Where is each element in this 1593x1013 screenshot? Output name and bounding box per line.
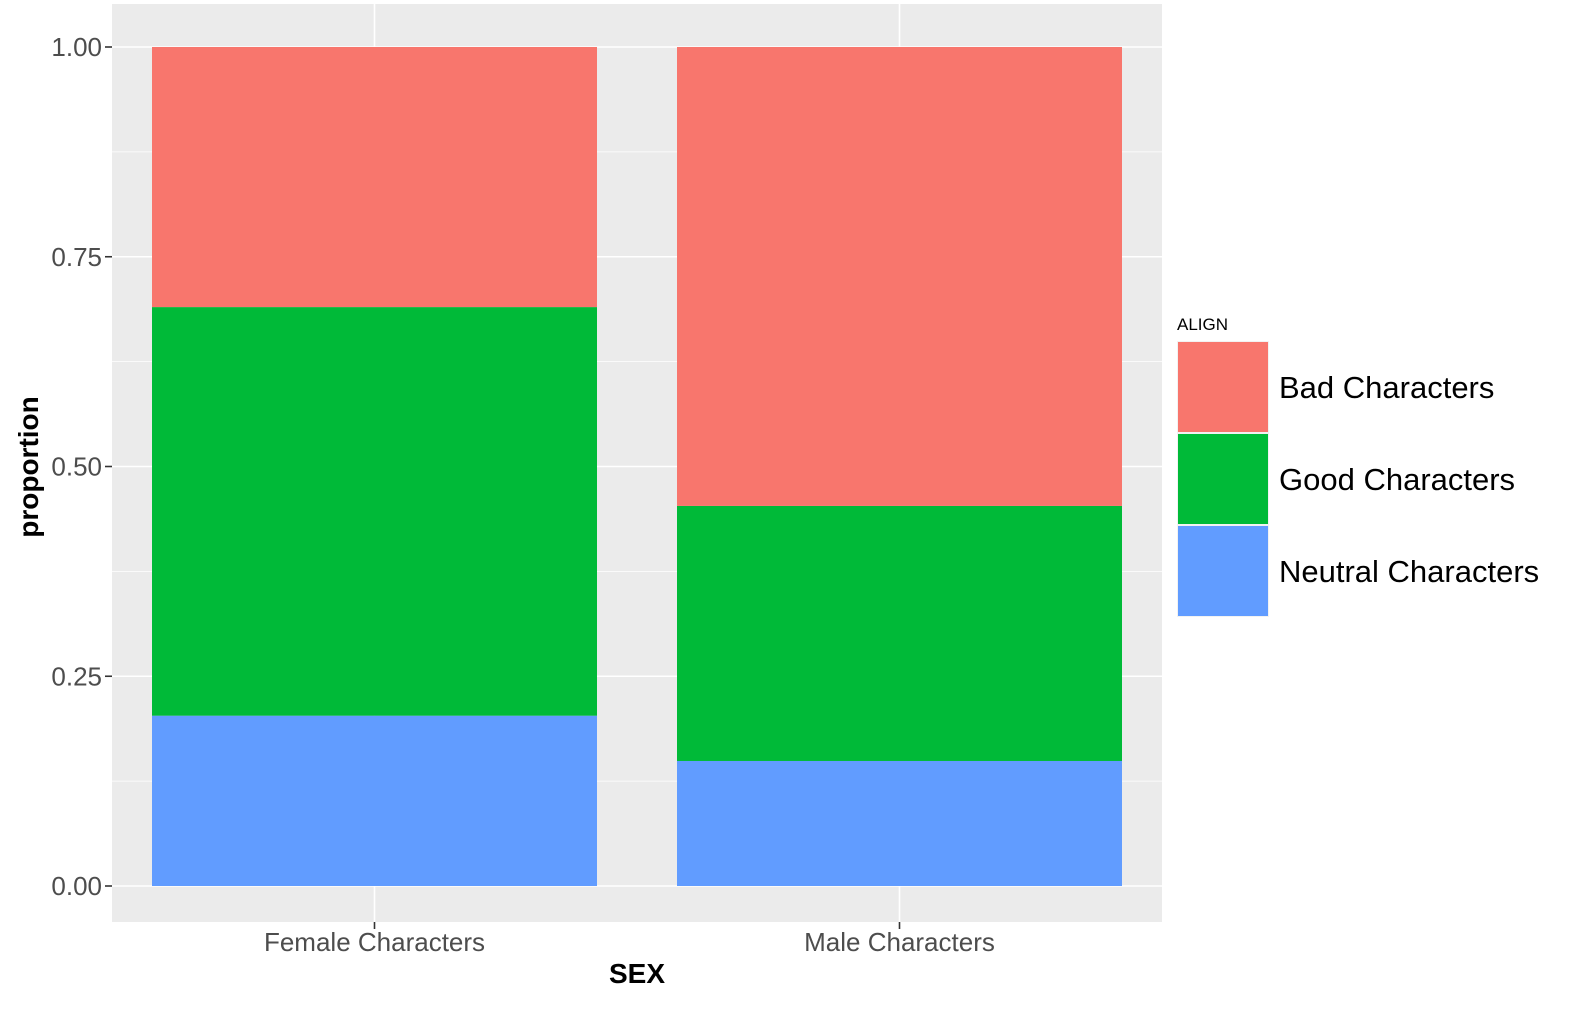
x-axis: Female Characters Male Characters [264, 922, 995, 957]
y-axis: 0.00 0.25 0.50 0.75 1.00 [51, 32, 112, 901]
bar-segment-bad-characters-female-characters [152, 47, 597, 308]
legend-label-neutral-characters: Neutral Characters [1279, 554, 1539, 589]
y-tick-label: 0.00 [51, 871, 102, 901]
bar-segment-neutral-characters-female-characters [152, 715, 597, 886]
bar-segment-good-characters-female-characters [152, 307, 597, 716]
y-axis-title: proportion [13, 396, 44, 538]
y-tick-label: 1.00 [51, 32, 102, 62]
legend-swatch-bad-characters [1178, 342, 1268, 432]
legend-swatch-neutral-characters [1178, 526, 1268, 616]
bars [152, 47, 1122, 886]
bar-segment-bad-characters-male-characters [677, 47, 1122, 506]
x-axis-title: SEX [609, 958, 665, 989]
legend-swatch-good-characters [1178, 434, 1268, 524]
bar-segment-good-characters-male-characters [677, 505, 1122, 761]
x-tick-label: Male Characters [804, 927, 995, 957]
x-tick-label: Female Characters [264, 927, 485, 957]
bar-segment-neutral-characters-male-characters [677, 760, 1122, 886]
y-tick-label: 0.25 [51, 661, 102, 691]
legend-title: ALIGN [1177, 315, 1228, 334]
legend-label-bad-characters: Bad Characters [1279, 370, 1494, 405]
y-tick-label: 0.75 [51, 242, 102, 272]
y-tick-label: 0.50 [51, 452, 102, 482]
legend-label-good-characters: Good Characters [1279, 462, 1515, 497]
legend: ALIGN Bad Characters Good Characters Neutr… [1177, 315, 1539, 617]
